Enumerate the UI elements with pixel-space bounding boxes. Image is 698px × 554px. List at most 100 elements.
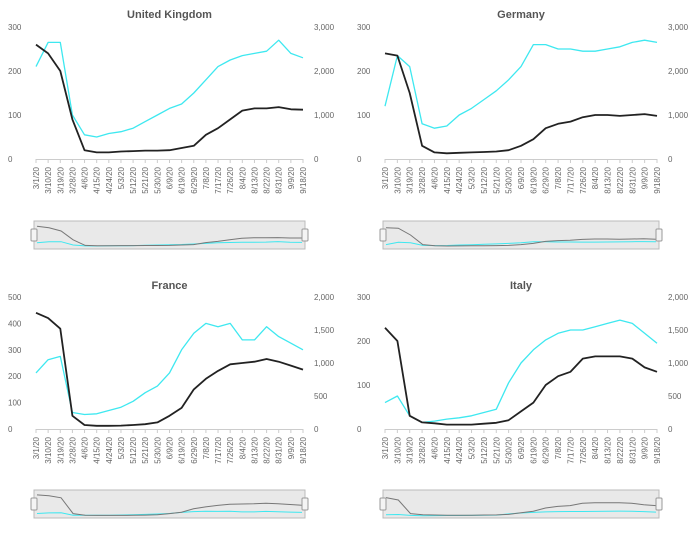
y-left-tick-label: 100 [357, 111, 371, 120]
x-tick-label: 3/1/20 [381, 436, 390, 459]
navigator-left-handle[interactable] [379, 228, 387, 242]
x-tick-label: 9/18/20 [653, 166, 662, 193]
series-line-black [35, 311, 304, 427]
chart-panel: United Kingdom 300 200 100 0 3,000 2,000 1,000 0… [8, 9, 335, 250]
x-tick-label: 4/6/20 [81, 166, 90, 189]
navigator-left-handle[interactable] [379, 497, 387, 511]
x-tick-label: 3/10/20 [393, 436, 402, 463]
x-tick-label: 7/17/20 [214, 436, 223, 463]
x-tick-label: 4/15/20 [93, 166, 102, 193]
navigator-mini-line [36, 241, 303, 247]
y-right-tick-label: 1,000 [314, 359, 335, 368]
x-tick-label: 3/28/20 [68, 166, 77, 193]
y-right-tick-label: 3,000 [314, 23, 335, 32]
y-left-tick-label: 300 [357, 23, 371, 32]
y-left-tick-label: 300 [8, 346, 22, 355]
x-tick-label: 3/28/20 [418, 436, 427, 463]
x-tick-label: 8/13/20 [250, 166, 259, 193]
x-tick-label: 6/9/20 [166, 166, 175, 189]
navigator-right-handle[interactable] [655, 497, 663, 511]
x-tick-label: 8/22/20 [263, 166, 272, 193]
chart-title: Italy [510, 280, 533, 292]
x-tick-label: 8/31/20 [275, 166, 284, 193]
x-tick-label: 9/18/20 [653, 436, 662, 463]
x-tick-label: 9/18/20 [299, 166, 308, 193]
x-tick-label: 4/6/20 [430, 166, 439, 189]
series-line-black [384, 327, 658, 426]
x-tick-label: 9/18/20 [299, 436, 308, 463]
x-tick-label: 6/19/20 [529, 166, 538, 193]
chart-panel: France 500 400 300 200 100 0 2,000 1,500 1,000 500… [8, 280, 335, 519]
navigator-left-handle[interactable] [30, 228, 38, 242]
y-left-tick-label: 0 [8, 155, 13, 164]
navigator-left-handle[interactable] [30, 497, 38, 511]
x-tick-label: 9/9/20 [641, 436, 650, 459]
range-navigator[interactable] [379, 220, 663, 250]
chart-panel: Italy 300 200 100 0 2,000 1,500 1,000 500 0 3/1/20… [357, 280, 689, 519]
y-right-tick-label: 1,500 [668, 326, 689, 335]
x-tick-label: 7/8/20 [202, 436, 211, 459]
y-right-tick-label: 1,500 [314, 326, 335, 335]
x-tick-label: 6/9/20 [517, 166, 526, 189]
x-tick-label: 4/24/20 [455, 166, 464, 193]
x-tick-label: 3/19/20 [56, 166, 65, 193]
x-tick-label: 5/21/20 [492, 436, 501, 463]
y-right-tick-label: 2,000 [314, 293, 335, 302]
y-left-tick-label: 0 [357, 155, 362, 164]
x-tick-label: 5/30/20 [153, 166, 162, 193]
y-right-tick-label: 500 [668, 392, 682, 401]
series-line-black [384, 52, 658, 155]
x-tick-label: 5/3/20 [117, 166, 126, 189]
x-tick-label: 4/24/20 [455, 436, 464, 463]
x-tick-label: 3/10/20 [393, 166, 402, 193]
y-right-tick-label: 3,000 [668, 23, 689, 32]
x-tick-label: 4/24/20 [105, 166, 114, 193]
x-tick-label: 5/21/20 [141, 436, 150, 463]
y-left-tick-label: 200 [8, 372, 22, 381]
navigator-mask [382, 489, 660, 519]
x-tick-label: 5/12/20 [480, 436, 489, 463]
x-tick-label: 6/19/20 [529, 436, 538, 463]
x-tick-label: 4/15/20 [93, 436, 102, 463]
x-tick-label: 8/4/20 [238, 166, 247, 189]
navigator-right-handle[interactable] [301, 228, 309, 242]
x-tick-label: 5/3/20 [468, 436, 477, 459]
range-navigator[interactable] [30, 489, 309, 519]
x-tick-label: 7/26/20 [579, 166, 588, 193]
range-navigator[interactable] [379, 489, 663, 519]
x-tick-label: 5/21/20 [141, 166, 150, 193]
series-line-cyan [35, 39, 304, 138]
y-right-tick-label: 0 [668, 425, 673, 434]
x-tick-label: 5/12/20 [129, 166, 138, 193]
x-tick-label: 7/17/20 [566, 436, 575, 463]
x-tick-label: 3/19/20 [56, 436, 65, 463]
navigator-right-handle[interactable] [655, 228, 663, 242]
navigator-right-handle[interactable] [301, 497, 309, 511]
x-tick-label: 5/12/20 [480, 166, 489, 193]
x-tick-label: 4/24/20 [105, 436, 114, 463]
x-tick-label: 4/15/20 [443, 436, 452, 463]
x-tick-label: 3/1/20 [381, 166, 390, 189]
y-left-tick-label: 300 [357, 293, 371, 302]
y-left-tick-label: 500 [8, 293, 22, 302]
x-tick-label: 9/9/20 [287, 436, 296, 459]
y-left-tick-label: 0 [8, 425, 13, 434]
x-tick-label: 8/31/20 [628, 436, 637, 463]
x-tick-label: 7/8/20 [554, 436, 563, 459]
range-navigator[interactable] [30, 220, 309, 250]
x-tick-label: 7/26/20 [226, 166, 235, 193]
y-left-tick-label: 200 [357, 67, 371, 76]
y-right-tick-label: 0 [668, 155, 673, 164]
x-tick-label: 6/29/20 [190, 436, 199, 463]
x-tick-label: 8/22/20 [616, 166, 625, 193]
navigator-mini-line [36, 494, 303, 516]
x-tick-label: 5/3/20 [468, 166, 477, 189]
series-line-cyan [35, 322, 304, 416]
y-left-tick-label: 200 [8, 67, 22, 76]
series-line-cyan [384, 39, 658, 129]
x-tick-label: 6/9/20 [517, 436, 526, 459]
navigator-mini-line [385, 497, 657, 516]
x-tick-label: 3/10/20 [44, 436, 53, 463]
